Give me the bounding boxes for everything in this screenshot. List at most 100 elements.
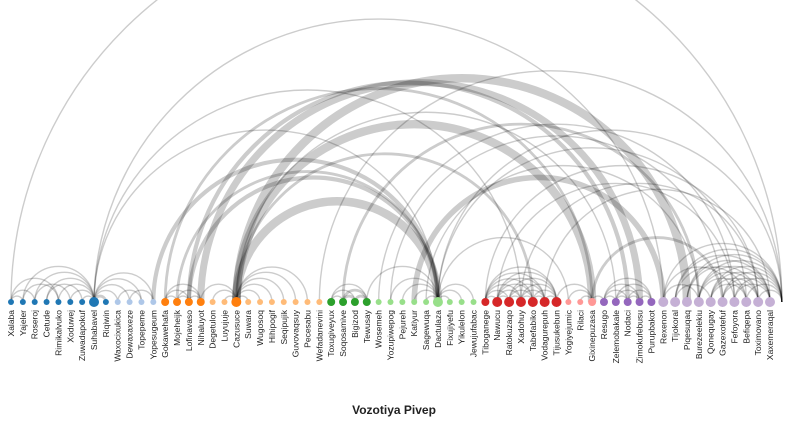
node-55[interactable] — [658, 297, 669, 307]
node-16[interactable] — [196, 298, 205, 306]
node-label: Rimikalvuko — [53, 310, 63, 356]
link-arc-59-64 — [710, 271, 771, 303]
link-arc-26-65 — [318, 70, 783, 303]
node-51[interactable] — [611, 298, 620, 306]
node-23[interactable] — [280, 299, 287, 305]
link-arc-42-46 — [508, 277, 558, 303]
node-5[interactable] — [67, 299, 74, 305]
node-30[interactable] — [362, 298, 371, 306]
node-26[interactable] — [316, 299, 323, 305]
node-label: Pejureh — [397, 310, 407, 340]
node-33[interactable] — [399, 299, 406, 305]
link-arc-12-36 — [151, 157, 441, 303]
node-7[interactable] — [89, 297, 100, 307]
node-41[interactable] — [492, 297, 503, 307]
node-4[interactable] — [55, 299, 62, 305]
node-35[interactable] — [423, 299, 430, 305]
node-10[interactable] — [126, 299, 133, 305]
node-60[interactable] — [717, 297, 728, 307]
link-arc-14-16 — [176, 289, 202, 303]
node-29[interactable] — [350, 298, 359, 306]
node-64[interactable] — [765, 297, 775, 307]
node-21[interactable] — [257, 299, 264, 305]
node-46[interactable] — [551, 297, 562, 307]
node-52[interactable] — [623, 298, 632, 306]
node-40[interactable] — [481, 298, 490, 306]
node-label: Zuwadapokuf — [77, 309, 87, 361]
node-27[interactable] — [327, 298, 336, 306]
node-44[interactable] — [527, 297, 538, 307]
node-38[interactable] — [458, 299, 465, 305]
node-label: Yogiyejumic — [563, 309, 573, 355]
node-32[interactable] — [387, 299, 394, 305]
node-label: Fixujiyefu — [445, 310, 455, 346]
link-arc-58-62 — [698, 277, 747, 303]
link-arc-52-54 — [626, 289, 653, 303]
node-47[interactable] — [565, 299, 572, 305]
node-19[interactable] — [231, 297, 242, 307]
node-22[interactable] — [268, 299, 275, 305]
node-3[interactable] — [43, 299, 50, 305]
node-1[interactable] — [19, 299, 26, 305]
link-arc-43-63 — [520, 182, 759, 303]
node-13[interactable] — [161, 298, 170, 306]
chart-title: Vozotiya Pivep — [352, 403, 436, 417]
node-label: Nawucu — [492, 310, 502, 341]
node-8[interactable] — [102, 299, 109, 305]
node-label: Lofinavaso — [184, 310, 194, 351]
node-label: Zimokufebusu — [635, 310, 645, 364]
node-0[interactable] — [8, 299, 14, 305]
link-arc-1-7 — [22, 265, 95, 303]
link-arc-3-6 — [45, 283, 83, 303]
node-label: Piqesuqaq — [682, 310, 692, 350]
node-42[interactable] — [504, 297, 515, 307]
node-54[interactable] — [647, 298, 656, 306]
node-12[interactable] — [150, 299, 157, 305]
node-45[interactable] — [539, 297, 550, 307]
node-11[interactable] — [138, 299, 145, 305]
node-37[interactable] — [446, 299, 453, 305]
node-20[interactable] — [245, 299, 252, 305]
node-61[interactable] — [729, 297, 740, 307]
link-arc-19-44 — [234, 152, 535, 303]
node-label: Toximovano — [753, 310, 763, 356]
node-label: Fefoyora — [729, 310, 739, 344]
node-62[interactable] — [741, 297, 752, 307]
node-53[interactable] — [635, 298, 644, 306]
node-17[interactable] — [209, 299, 216, 305]
node-34[interactable] — [411, 299, 418, 305]
link-arc-32-36 — [389, 277, 439, 303]
node-36[interactable] — [432, 297, 443, 307]
node-18[interactable] — [221, 299, 228, 305]
node-63[interactable] — [753, 297, 764, 307]
node-9[interactable] — [114, 299, 121, 305]
node-6[interactable] — [79, 299, 86, 305]
node-28[interactable] — [339, 298, 348, 306]
node-49[interactable] — [588, 298, 597, 306]
node-15[interactable] — [184, 298, 193, 306]
link-arc-41-44 — [496, 283, 534, 303]
node-57[interactable] — [681, 297, 692, 307]
node-39[interactable] — [470, 299, 477, 305]
node-50[interactable] — [599, 298, 608, 306]
node-31[interactable] — [375, 299, 382, 305]
node-56[interactable] — [670, 297, 681, 307]
link-arc-36-39 — [437, 283, 475, 303]
node-14[interactable] — [173, 298, 182, 306]
link-arc-13-16 — [164, 283, 202, 303]
node-2[interactable] — [31, 299, 38, 305]
node-43[interactable] — [515, 297, 526, 307]
node-58[interactable] — [693, 297, 704, 307]
node-25[interactable] — [304, 299, 311, 305]
node-24[interactable] — [292, 299, 299, 305]
node-label: Purupbakot — [646, 309, 656, 353]
link-arc-7-55 — [93, 18, 664, 303]
link-arc-31-61 — [377, 123, 736, 303]
link-arc-19-36 — [232, 196, 443, 303]
node-48[interactable] — [577, 299, 584, 305]
link-arc-36-47 — [437, 236, 570, 303]
link-arc-36-62 — [437, 147, 747, 303]
node-label: Jewujufabac — [469, 309, 479, 357]
node-59[interactable] — [705, 297, 716, 307]
link-arc-46-49 — [555, 283, 593, 303]
